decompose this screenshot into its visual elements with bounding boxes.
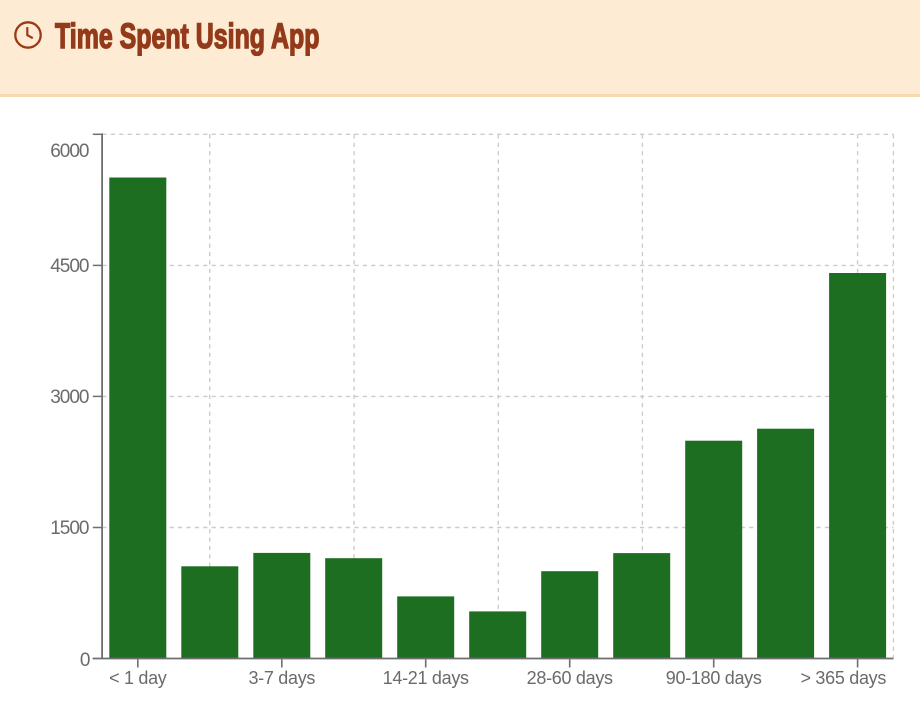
svg-text:> 365 days: > 365 days — [801, 668, 887, 688]
svg-text:90-180 days: 90-180 days — [666, 668, 762, 688]
svg-text:3000: 3000 — [50, 387, 89, 408]
svg-text:14-21 days: 14-21 days — [383, 668, 469, 688]
svg-text:3-7 days: 3-7 days — [248, 668, 315, 688]
svg-text:1500: 1500 — [50, 518, 89, 539]
svg-text:0: 0 — [80, 650, 90, 671]
svg-text:4500: 4500 — [50, 256, 89, 277]
svg-text:6000: 6000 — [50, 141, 89, 162]
svg-text:28-60 days: 28-60 days — [527, 668, 613, 688]
svg-text:< 1 day: < 1 day — [109, 668, 167, 688]
